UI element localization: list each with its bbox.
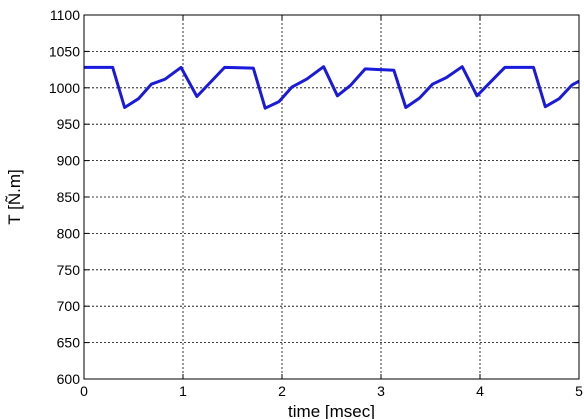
x-axis-label: time [msec] xyxy=(288,402,375,419)
y-tick-label: 950 xyxy=(57,116,81,132)
series-line xyxy=(84,65,580,110)
y-tick-label: 600 xyxy=(57,371,81,387)
x-tick-label: 0 xyxy=(80,383,88,399)
x-tick-label: 2 xyxy=(278,383,286,399)
y-tick-label: 850 xyxy=(57,189,81,205)
y-tick-label: 800 xyxy=(57,225,81,241)
y-tick-label: 700 xyxy=(57,298,81,314)
y-ticks: 600 650 700 750 800 850 900 950 1000 1050 1100 xyxy=(49,7,579,387)
y-tick-label: 650 xyxy=(57,335,81,351)
x-tick-label: 4 xyxy=(476,383,484,399)
y-tick-label: 1050 xyxy=(49,43,80,59)
y-tick-label: 1100 xyxy=(50,7,80,23)
x-tick-label: 1 xyxy=(179,383,187,399)
series-layer xyxy=(84,65,580,110)
y-tick-label: 900 xyxy=(57,153,81,169)
y-tick-label: 750 xyxy=(57,262,81,278)
y-tick-label: 1000 xyxy=(49,80,80,96)
x-tick-label: 5 xyxy=(575,383,583,399)
x-ticks: 0 1 2 3 4 5 xyxy=(80,15,583,399)
grid-lines xyxy=(84,15,579,379)
x-tick-label: 3 xyxy=(377,383,385,399)
y-axis-label: T [Ñ.m] xyxy=(5,169,24,224)
